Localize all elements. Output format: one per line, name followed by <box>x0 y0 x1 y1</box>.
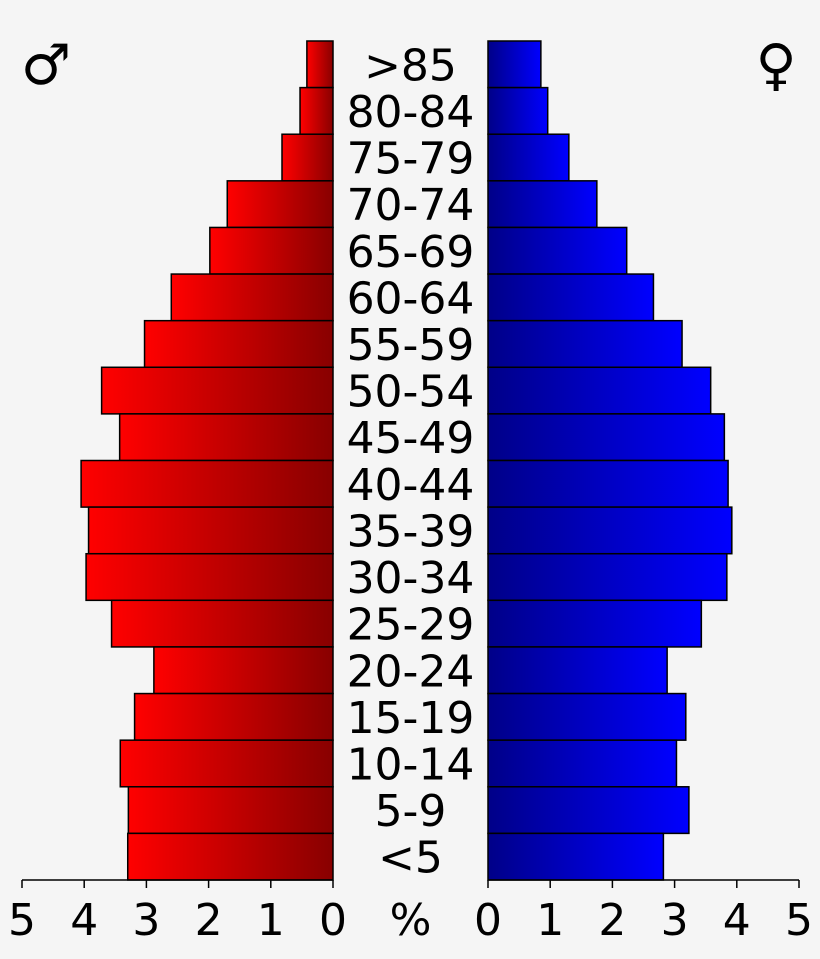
male-bar <box>110 599 334 648</box>
male-bar <box>126 832 334 881</box>
female-bar <box>487 86 549 135</box>
female-bar <box>487 180 598 229</box>
male-bar <box>127 786 334 835</box>
tick-label: 0 <box>319 895 347 946</box>
male-bar <box>153 646 334 695</box>
x-axes: 5 4 3 2 1 0% 0 1 2 3 4 5 <box>8 879 813 946</box>
age-group-label: 20-24 <box>347 646 475 697</box>
age-group-label: 75-79 <box>347 134 475 185</box>
female-bar <box>487 506 733 555</box>
female-bar <box>487 646 668 695</box>
male-bar <box>80 459 334 508</box>
male-bar <box>87 506 334 555</box>
tick-label: 3 <box>661 895 689 946</box>
female-bar <box>487 40 542 89</box>
tick-label: 2 <box>598 895 626 946</box>
tick-label: 5 <box>8 895 36 946</box>
age-group-label: 10-14 <box>347 739 475 790</box>
age-group-label: 5-9 <box>375 786 447 837</box>
tick-label: 1 <box>536 895 564 946</box>
male-bar <box>119 739 334 788</box>
tick-label: 0 <box>474 895 502 946</box>
female-bar <box>487 366 712 415</box>
age-group-label: 65-69 <box>347 227 475 278</box>
age-group-labels: >8580-8475-7970-7465-6960-6455-5950-5445… <box>347 40 475 883</box>
male-bar <box>209 226 334 275</box>
female-bar <box>487 273 655 322</box>
male-bar <box>143 319 334 369</box>
female-symbol-label: ♀ <box>755 33 796 98</box>
male-bar <box>306 40 334 89</box>
tick-label: 3 <box>132 895 160 946</box>
female-bar <box>487 786 690 835</box>
female-bar <box>487 319 683 369</box>
age-group-label: 55-59 <box>347 320 475 371</box>
age-group-label: 30-34 <box>347 553 475 604</box>
female-bar <box>487 739 678 788</box>
tick-label: 2 <box>195 895 223 946</box>
female-bar <box>487 413 726 462</box>
male-bar <box>118 413 334 462</box>
female-bar <box>487 692 687 741</box>
female-bar <box>487 552 728 602</box>
male-bar <box>170 273 334 322</box>
female-bar <box>487 832 665 881</box>
male-bar <box>226 180 334 229</box>
female-bars <box>487 40 733 881</box>
male-bars <box>80 40 334 881</box>
age-group-label: 60-64 <box>347 273 475 324</box>
female-bar <box>487 459 729 508</box>
percent-unit-label: % <box>390 895 432 946</box>
age-group-label: 70-74 <box>347 180 475 231</box>
age-group-label: 50-54 <box>347 367 475 418</box>
age-group-label: 80-84 <box>347 87 475 138</box>
tick-label: 5 <box>785 895 813 946</box>
age-group-label: <5 <box>378 833 443 884</box>
male-bar <box>133 692 334 741</box>
female-bar <box>487 133 570 182</box>
age-group-label: 40-44 <box>347 460 475 511</box>
age-group-label: 25-29 <box>347 600 475 651</box>
male-bar <box>281 133 334 182</box>
female-bar <box>487 226 628 275</box>
male-symbol-label: ♂ <box>21 33 71 98</box>
age-group-label: 15-19 <box>347 693 475 744</box>
female-bar <box>487 599 703 648</box>
tick-label: 4 <box>723 895 751 946</box>
tick-label: 1 <box>257 895 285 946</box>
male-bar <box>100 366 334 415</box>
age-group-label: >85 <box>364 40 457 91</box>
tick-label: 4 <box>70 895 98 946</box>
age-group-label: 45-49 <box>347 413 475 464</box>
age-group-label: 35-39 <box>347 506 475 557</box>
male-bar <box>299 86 334 135</box>
male-bar <box>85 552 334 602</box>
